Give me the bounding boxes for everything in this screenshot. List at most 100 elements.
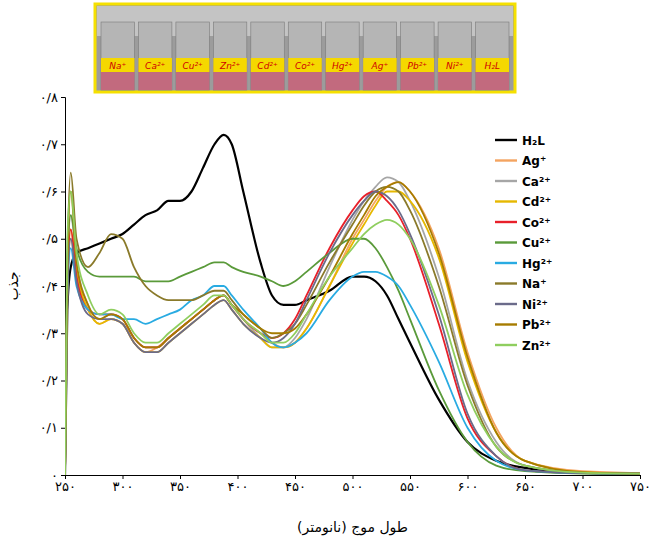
y-tick-label: ۰/۸	[40, 90, 58, 105]
series-line	[65, 135, 640, 475]
y-tick-label: ۰	[51, 468, 58, 483]
y-tick: ۰/۸	[40, 90, 65, 105]
vial-label: Cd²⁺	[257, 61, 278, 71]
y-tick: ۰	[51, 468, 65, 483]
legend-swatch	[495, 303, 517, 305]
x-tick-label: ۷۵۰	[630, 479, 651, 494]
y-tick-mark	[61, 475, 65, 476]
legend-label: Hg²⁺	[522, 257, 552, 271]
x-tick-label: ۶۰۰	[458, 479, 479, 494]
legend-label: Ni²⁺	[522, 298, 548, 312]
vial	[326, 22, 359, 90]
y-tick-mark	[61, 192, 65, 193]
y-tick: ۰/۶	[40, 184, 65, 199]
y-tick-label: ۰/۵	[40, 231, 58, 246]
legend-label: Ca²⁺	[522, 175, 551, 189]
x-tick-label: ۷۰۰	[573, 479, 594, 494]
vial-label-patch	[438, 58, 471, 72]
vial-label-patch	[363, 58, 396, 72]
vial	[251, 22, 284, 90]
y-tick: ۰/۲	[40, 373, 65, 388]
y-tick-mark	[61, 381, 65, 382]
x-tick: ۶۰۰	[458, 475, 479, 494]
vial	[213, 22, 246, 90]
y-tick: ۰/۳	[40, 326, 65, 341]
legend-swatch	[495, 323, 517, 325]
x-tick: ۳۰۰	[113, 475, 134, 494]
chart: Na⁺ Ca²⁺ Cu²⁺ Zn²⁺ Cd²⁺ Co²⁺ Hg²⁺ Ag⁺ Pb²⁺ Ni²⁺ H₂…	[0, 0, 658, 546]
series-line	[65, 248, 640, 475]
photo-frame	[95, 4, 515, 92]
legend-label: Pb²⁺	[522, 318, 551, 332]
y-tick-label: ۰/۱	[40, 420, 58, 435]
legend-swatch	[495, 159, 517, 161]
vial	[288, 22, 321, 90]
x-tick-label: ۵۵۰	[400, 479, 421, 494]
vial	[476, 22, 509, 90]
legend-label: Zn²⁺	[522, 339, 551, 353]
series-line	[65, 177, 640, 475]
x-tick-label: ۶۵۰	[515, 479, 536, 494]
x-tick: ۳۵۰	[170, 475, 191, 494]
y-tick-label: ۰/۷	[40, 137, 58, 152]
x-tick-label: ۴۰۰	[228, 479, 249, 494]
legend-swatch	[495, 262, 517, 264]
y-tick: ۰/۵	[40, 231, 65, 246]
vial-label: Co²⁺	[295, 61, 315, 71]
vial-label-patch	[138, 58, 171, 72]
x-tick-label: ۲۵۰	[55, 479, 76, 494]
legend-swatch	[495, 221, 517, 223]
legend-swatch	[495, 282, 517, 284]
vial-label: Cu²⁺	[182, 61, 203, 71]
y-axis: ۰ ۰/۱ ۰/۲ ۰/۳ ۰/۴ ۰/۵ ۰/۶ ۰/۷ ۰/۸	[40, 90, 66, 483]
y-tick-mark	[61, 144, 65, 145]
legend: H₂LAg⁺Ca²⁺Cd²⁺Co²⁺Cu²⁺Hg²⁺Na⁺Ni²⁺Pb²⁺Zn²…	[495, 134, 552, 353]
y-tick-mark	[61, 239, 65, 240]
x-tick-label: ۴۵۰	[285, 479, 306, 494]
vial	[138, 22, 171, 90]
vial-label: Ag⁺	[371, 61, 389, 71]
vial	[438, 22, 471, 90]
vial-label: Zn²⁺	[219, 61, 240, 71]
vial-label-patch	[176, 58, 209, 72]
vial-photo: Na⁺Ca²⁺Cu²⁺Zn²⁺Cd²⁺Co²⁺Hg²⁺Ag⁺Pb²⁺Ni²⁺H₂…	[95, 4, 515, 92]
legend-label: Na⁺	[522, 277, 546, 291]
legend-label: Co²⁺	[522, 216, 551, 230]
x-axis: ۲۵۰ ۳۰۰ ۳۵۰ ۴۰۰ ۴۵۰ ۵۰۰ ۵۵۰ ۶۰۰ ۶۵۰ ۷۰۰ ۷۵۰	[55, 475, 651, 494]
vial-label-patch	[251, 58, 284, 72]
vial-label: Na⁺	[109, 61, 126, 71]
y-tick-label: ۰/۶	[40, 184, 58, 199]
y-tick-mark	[61, 286, 65, 287]
vial-label: Pb²⁺	[408, 61, 428, 71]
vial-label-patch	[326, 58, 359, 72]
legend-label: H₂L	[522, 134, 545, 148]
series-line	[65, 215, 640, 475]
y-tick: ۰/۷	[40, 137, 65, 152]
series-line	[65, 192, 640, 476]
x-axis-title: طول موج (نانومتر)	[297, 519, 408, 536]
vial-label-patch	[101, 58, 134, 72]
x-tick: ۶۵۰	[515, 475, 536, 494]
vial-label-patch	[476, 58, 509, 72]
x-tick: ۷۵۰	[630, 475, 651, 494]
legend-swatch	[495, 200, 517, 202]
y-axis-line	[61, 98, 66, 476]
x-tick: ۵۰۰	[343, 475, 364, 494]
legend-label: Cu²⁺	[522, 236, 551, 250]
x-tick: ۷۰۰	[573, 475, 594, 494]
vial-label: Ni²⁺	[446, 61, 464, 71]
vial	[363, 22, 396, 90]
x-tick-label: ۳۰۰	[113, 479, 134, 494]
x-tick-label: ۵۰۰	[343, 479, 364, 494]
legend-swatch	[495, 344, 517, 346]
y-axis-title: جذب	[5, 271, 21, 300]
vial-label-patch	[288, 58, 321, 72]
y-tick-mark	[61, 333, 65, 334]
y-tick-mark	[61, 97, 65, 98]
vial-label-patch	[401, 58, 434, 72]
x-tick: ۵۵۰	[400, 475, 421, 494]
vial-label: Hg²⁺	[332, 61, 353, 71]
vial	[401, 22, 434, 90]
y-tick-label: ۰/۴	[40, 279, 58, 294]
vial	[176, 22, 209, 90]
